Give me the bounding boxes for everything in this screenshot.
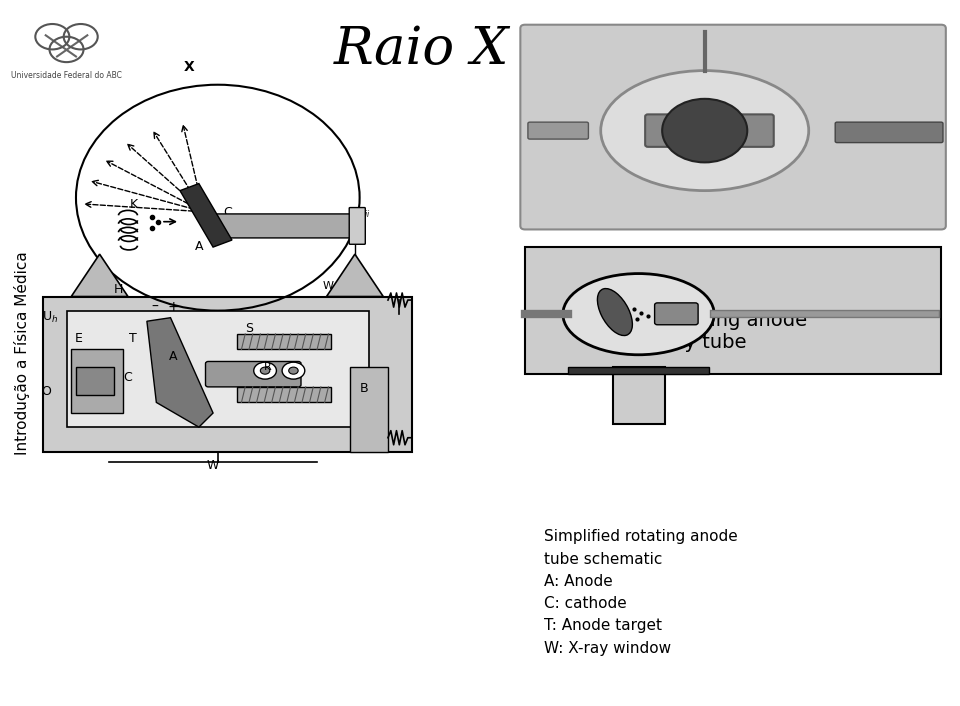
Polygon shape [326,254,383,297]
FancyBboxPatch shape [237,334,331,349]
Circle shape [662,99,747,162]
Text: A: A [169,350,178,363]
FancyBboxPatch shape [237,387,331,402]
Text: U$_h$: U$_h$ [42,310,59,325]
Text: W: W [207,460,219,472]
Text: W$_{out}$: W$_{out}$ [322,280,348,293]
Text: Introdução a Física Médica: Introdução a Física Médica [14,251,30,455]
Text: Simplified rotating anode
tube schematic
A: Anode
C: cathode
T: Anode target
W: : Simplified rotating anode tube schematic… [544,530,737,655]
Text: S: S [245,322,253,335]
Text: Raio X: Raio X [333,24,509,75]
Text: U$_a$: U$_a$ [172,313,188,329]
Ellipse shape [601,71,808,191]
Text: K: K [130,198,137,210]
Text: Modern rotating anode
X-ray tube: Modern rotating anode X-ray tube [584,311,806,352]
FancyBboxPatch shape [71,349,123,413]
Circle shape [282,362,304,379]
FancyBboxPatch shape [645,114,774,147]
FancyBboxPatch shape [76,367,114,395]
Text: C: C [124,371,132,384]
FancyBboxPatch shape [613,367,665,424]
Text: C: C [223,206,231,219]
FancyBboxPatch shape [567,367,709,374]
FancyBboxPatch shape [66,311,369,427]
Text: Universidade Federal do ABC: Universidade Federal do ABC [12,71,122,80]
Circle shape [260,367,270,374]
Text: W$_{ii}$: W$_{ii}$ [353,206,371,220]
Text: R: R [264,362,272,372]
Circle shape [289,367,299,374]
Text: O: O [40,385,51,398]
Text: B: B [360,382,369,395]
Circle shape [253,362,276,379]
FancyBboxPatch shape [520,25,946,229]
FancyBboxPatch shape [349,208,366,244]
Text: T: T [129,333,136,345]
FancyBboxPatch shape [216,214,362,238]
Text: –: – [151,299,157,313]
FancyBboxPatch shape [43,297,412,452]
Text: +: + [168,299,180,313]
Text: X: X [184,59,195,73]
FancyBboxPatch shape [525,247,941,374]
Text: E: E [75,333,83,345]
Polygon shape [147,318,213,427]
Ellipse shape [597,289,633,335]
FancyBboxPatch shape [528,122,588,139]
Polygon shape [180,184,232,247]
FancyBboxPatch shape [655,303,698,325]
FancyBboxPatch shape [205,361,301,387]
Text: A: A [195,240,204,253]
Text: H: H [114,283,123,296]
Polygon shape [71,254,128,297]
Ellipse shape [563,273,714,354]
FancyBboxPatch shape [835,122,943,143]
FancyBboxPatch shape [350,367,388,452]
